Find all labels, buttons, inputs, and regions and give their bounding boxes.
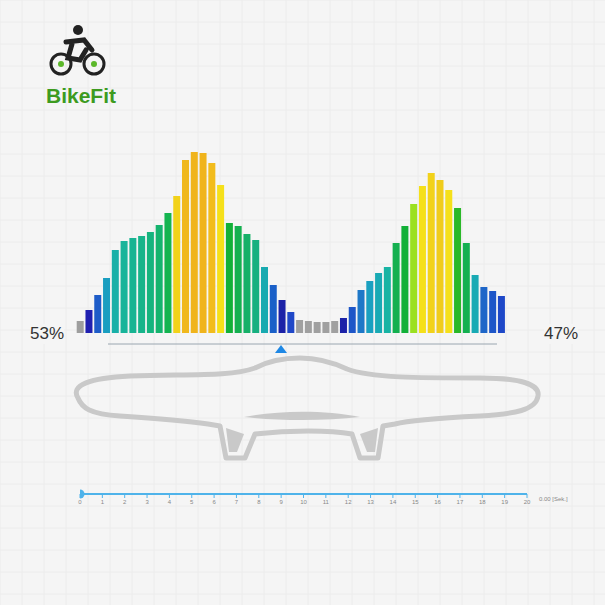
svg-text:1: 1 (101, 499, 105, 505)
svg-text:0: 0 (78, 499, 82, 505)
svg-text:12: 12 (345, 499, 352, 505)
svg-text:13: 13 (367, 499, 374, 505)
svg-text:11: 11 (323, 499, 330, 505)
svg-text:2: 2 (123, 499, 127, 505)
svg-text:3: 3 (145, 499, 149, 505)
svg-text:16: 16 (434, 499, 441, 505)
html-text:47%: 47% (544, 324, 578, 343)
svg-text:14: 14 (390, 499, 397, 505)
html-text:BikeFit: BikeFit (46, 84, 116, 107)
svg-text:15: 15 (412, 499, 419, 505)
svg-text:9: 9 (279, 499, 283, 505)
html-text:53%: 53% (30, 324, 64, 343)
svg-text:4: 4 (168, 499, 172, 505)
svg-text:5: 5 (190, 499, 194, 505)
svg-text:8: 8 (257, 499, 261, 505)
svg-text:19: 19 (501, 499, 508, 505)
svg-text:20: 20 (524, 499, 531, 505)
svg-text:10: 10 (300, 499, 307, 505)
svg-text:17: 17 (457, 499, 464, 505)
svg-text:7: 7 (235, 499, 239, 505)
html-text:0.00 [Sek.]: 0.00 [Sek.] (539, 496, 568, 502)
svg-text:18: 18 (479, 499, 486, 505)
svg-text:6: 6 (212, 499, 216, 505)
